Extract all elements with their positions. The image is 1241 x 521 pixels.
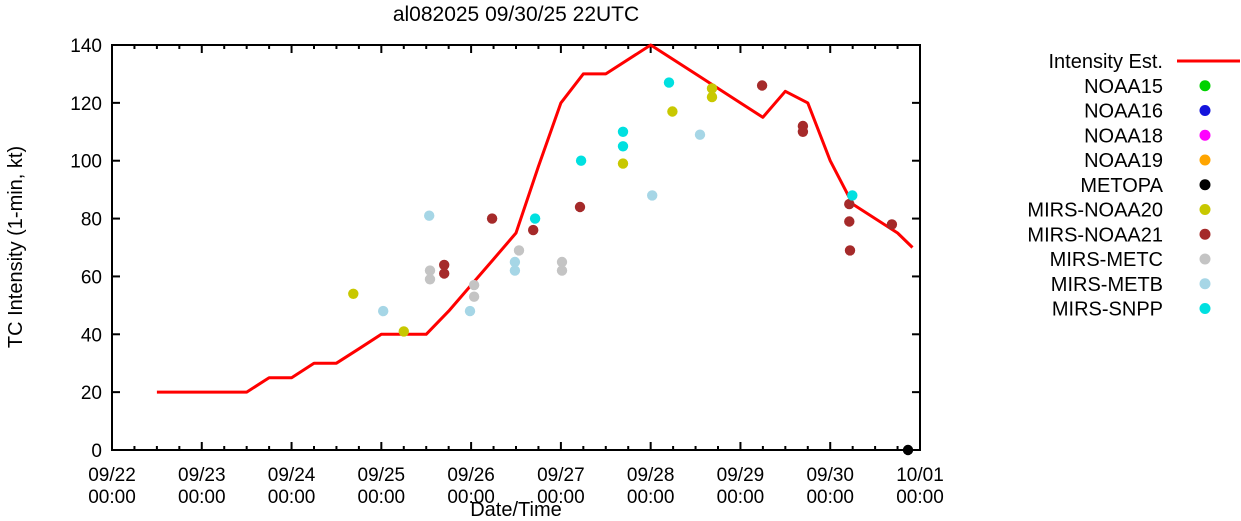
x-tick-date-label: 09/26: [447, 465, 495, 486]
legend-label-noaa18: NOAA18: [1084, 125, 1163, 147]
point-metopa: [902, 444, 914, 456]
x-tick-date-label: 09/28: [627, 465, 675, 486]
point-mirs-noaa21: [439, 268, 450, 279]
x-tick-time-label: 00:00: [717, 487, 765, 508]
y-axis-label: TC Intensity (1-min, kt): [5, 146, 27, 348]
legend-marker-noaa19: [1199, 154, 1211, 166]
legend-marker-mirs-noaa20: [1199, 204, 1211, 215]
x-tick-time-label: 00:00: [268, 487, 316, 508]
point-mirs-metb: [647, 190, 658, 201]
point-mirs-noaa21: [844, 216, 855, 227]
legend-label-intensity est.: Intensity Est.: [1049, 51, 1164, 73]
x-tick-time-label: 00:00: [358, 487, 406, 508]
legend-marker-mirs-noaa21: [1199, 228, 1211, 240]
legend-marker-mirs-metc: [1199, 253, 1211, 265]
y-tick-label: 100: [70, 152, 102, 173]
legend-label-mirs-metb: MIRS-METB: [1051, 274, 1163, 296]
point-mirs-metc: [513, 245, 525, 256]
x-tick-time-label: 00:00: [88, 487, 136, 508]
y-tick-label: 40: [81, 325, 102, 346]
legend-marker-noaa16: [1199, 105, 1211, 116]
legend-marker-metopa: [1199, 179, 1211, 191]
point-mirs-noaa21: [486, 213, 498, 224]
point-mirs-noaa20: [398, 326, 409, 337]
x-tick-time-label: 00:00: [537, 487, 585, 508]
x-tick-date-label: 09/22: [88, 465, 136, 486]
legend-label-mirs-snpp: MIRS-SNPP: [1052, 299, 1163, 321]
point-mirs-metb: [509, 265, 521, 276]
legend-marker-noaa18: [1199, 129, 1211, 141]
point-mirs-noaa21: [574, 201, 586, 213]
point-mirs-noaa21: [797, 126, 809, 137]
point-mirs-snpp: [663, 77, 675, 88]
intensity-line: [156, 43, 914, 394]
point-mirs-metc: [468, 279, 480, 291]
point-mirs-noaa20: [617, 158, 629, 169]
x-tick-time-label: 00:00: [447, 487, 495, 508]
legend-label-mirs-noaa20: MIRS-NOAA20: [1027, 200, 1163, 222]
point-mirs-metc: [556, 265, 568, 276]
x-tick-date-label: 09/30: [806, 465, 854, 486]
point-mirs-metb: [378, 305, 389, 317]
point-mirs-noaa20: [706, 83, 718, 94]
legend-marker-mirs-snpp: [1199, 303, 1211, 314]
point-mirs-metb: [424, 210, 435, 221]
legend-label-metopa: METOPA: [1080, 175, 1163, 197]
point-mirs-noaa21: [844, 245, 856, 256]
point-mirs-noaa21: [439, 259, 450, 271]
point-mirs-noaa20: [348, 288, 359, 299]
legend-label-noaa16: NOAA16: [1084, 101, 1163, 123]
point-mirs-noaa21: [886, 219, 898, 230]
y-tick-label: 140: [70, 36, 102, 57]
y-tick-label: 60: [81, 267, 102, 288]
legend-label-noaa15: NOAA15: [1084, 76, 1163, 98]
y-tick-label: 80: [81, 210, 102, 231]
point-mirs-snpp: [575, 155, 587, 166]
point-mirs-snpp: [617, 126, 629, 137]
point-mirs-noaa21: [756, 80, 768, 91]
point-mirs-noaa20: [667, 106, 678, 117]
x-tick-date-label: 09/25: [358, 465, 406, 486]
point-mirs-metc: [424, 274, 436, 285]
point-mirs-metb: [694, 129, 706, 140]
x-tick-time-label: 00:00: [896, 487, 944, 508]
y-tick-label: 120: [70, 94, 102, 115]
point-mirs-metb: [464, 305, 476, 317]
point-mirs-snpp: [847, 190, 858, 201]
chart-title: al082025 09/30/25 22UTC: [393, 3, 639, 26]
x-tick-time-label: 00:00: [178, 487, 226, 508]
data-series: [156, 43, 914, 456]
y-tick-label: 20: [81, 383, 102, 404]
y-tick-label: 0: [91, 441, 102, 462]
x-tick-time-label: 00:00: [806, 487, 854, 508]
point-mirs-snpp: [529, 213, 541, 224]
point-mirs-snpp: [617, 141, 629, 152]
legend-label-noaa19: NOAA19: [1084, 150, 1163, 172]
x-axis-label: Date/Time: [470, 499, 562, 521]
legend-label-mirs-noaa21: MIRS-NOAA21: [1027, 224, 1163, 246]
point-mirs-metc: [468, 291, 480, 302]
axis-ticks: [111, 44, 921, 451]
point-mirs-noaa20: [706, 91, 718, 103]
x-tick-date-label: 09/29: [717, 465, 765, 486]
legend-marker-mirs-metb: [1199, 278, 1211, 290]
x-tick-time-label: 00:00: [627, 487, 675, 508]
axis-tick-labels: 09/2200:0009/2300:0009/2400:0009/2500:00…: [70, 36, 943, 508]
x-tick-date-label: 09/27: [537, 465, 585, 486]
legend-marker-noaa15: [1199, 80, 1211, 92]
x-tick-date-label: 09/23: [178, 465, 226, 486]
point-mirs-noaa21: [528, 224, 539, 236]
legend-label-mirs-metc: MIRS-METC: [1050, 249, 1163, 271]
point-mirs-noaa21: [844, 198, 855, 210]
point-mirs-metc: [556, 256, 568, 268]
point-mirs-metc: [424, 265, 436, 276]
point-mirs-metb: [509, 256, 521, 268]
x-tick-date-label: 10/01: [896, 465, 944, 486]
x-tick-date-label: 09/24: [268, 465, 316, 486]
